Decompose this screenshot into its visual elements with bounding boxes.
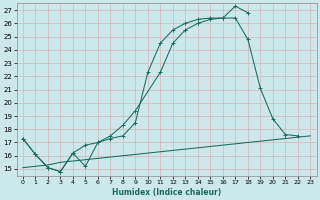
X-axis label: Humidex (Indice chaleur): Humidex (Indice chaleur) bbox=[112, 188, 221, 197]
